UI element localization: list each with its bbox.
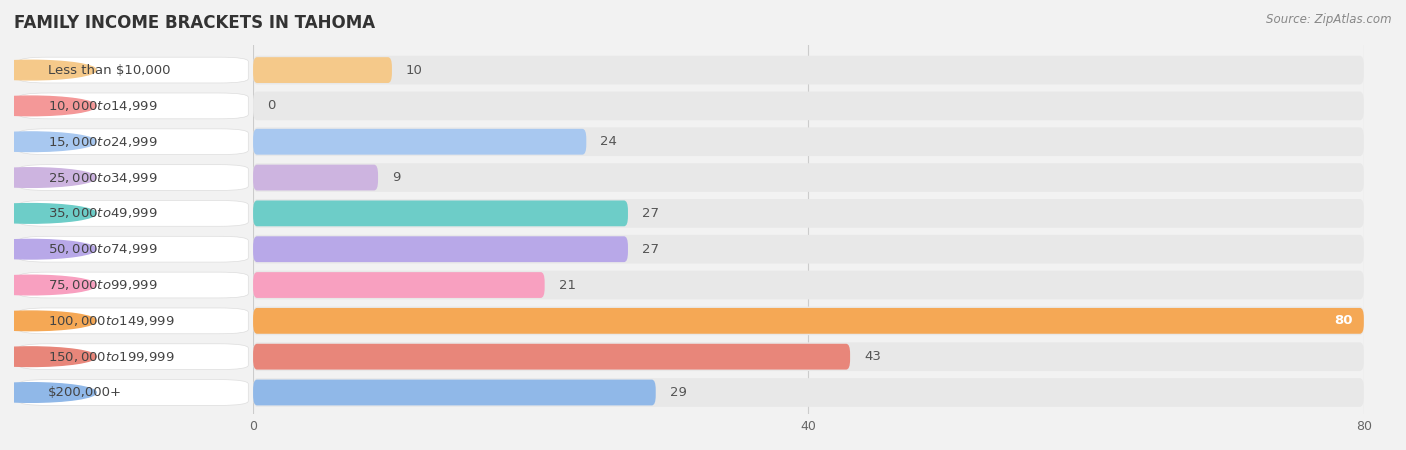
Text: $15,000 to $24,999: $15,000 to $24,999: [48, 135, 157, 149]
Text: 80: 80: [1334, 315, 1353, 327]
FancyBboxPatch shape: [253, 271, 1364, 299]
FancyBboxPatch shape: [18, 57, 249, 83]
FancyBboxPatch shape: [18, 380, 249, 405]
Circle shape: [0, 347, 96, 366]
Circle shape: [0, 239, 96, 259]
Text: $50,000 to $74,999: $50,000 to $74,999: [48, 242, 157, 256]
Text: $10,000 to $14,999: $10,000 to $14,999: [48, 99, 157, 113]
FancyBboxPatch shape: [253, 308, 1364, 334]
Text: Less than $10,000: Less than $10,000: [48, 63, 170, 76]
FancyBboxPatch shape: [18, 272, 249, 298]
Text: 43: 43: [863, 350, 882, 363]
FancyBboxPatch shape: [253, 165, 378, 190]
Text: $100,000 to $149,999: $100,000 to $149,999: [48, 314, 174, 328]
FancyBboxPatch shape: [18, 129, 249, 155]
Circle shape: [0, 311, 96, 331]
FancyBboxPatch shape: [253, 378, 1364, 407]
FancyBboxPatch shape: [253, 199, 1364, 228]
Text: 29: 29: [669, 386, 686, 399]
Text: 0: 0: [267, 99, 276, 112]
FancyBboxPatch shape: [18, 201, 249, 226]
FancyBboxPatch shape: [253, 344, 851, 369]
Text: 21: 21: [558, 279, 575, 292]
Circle shape: [0, 60, 96, 80]
FancyBboxPatch shape: [253, 57, 392, 83]
FancyBboxPatch shape: [253, 380, 655, 405]
Text: $150,000 to $199,999: $150,000 to $199,999: [48, 350, 174, 364]
Circle shape: [0, 132, 96, 152]
FancyBboxPatch shape: [253, 236, 628, 262]
Circle shape: [0, 96, 96, 116]
FancyBboxPatch shape: [18, 344, 249, 369]
Circle shape: [0, 382, 96, 402]
Circle shape: [0, 203, 96, 223]
FancyBboxPatch shape: [253, 163, 1364, 192]
FancyBboxPatch shape: [253, 91, 1364, 120]
Text: $25,000 to $34,999: $25,000 to $34,999: [48, 171, 157, 184]
Text: $35,000 to $49,999: $35,000 to $49,999: [48, 207, 157, 220]
FancyBboxPatch shape: [253, 342, 1364, 371]
Text: $75,000 to $99,999: $75,000 to $99,999: [48, 278, 157, 292]
FancyBboxPatch shape: [253, 306, 1364, 335]
FancyBboxPatch shape: [253, 272, 544, 298]
Text: FAMILY INCOME BRACKETS IN TAHOMA: FAMILY INCOME BRACKETS IN TAHOMA: [14, 14, 375, 32]
FancyBboxPatch shape: [18, 236, 249, 262]
FancyBboxPatch shape: [253, 127, 1364, 156]
FancyBboxPatch shape: [253, 201, 628, 226]
Text: 9: 9: [392, 171, 401, 184]
Text: 10: 10: [406, 63, 423, 76]
Text: 27: 27: [641, 243, 659, 256]
FancyBboxPatch shape: [18, 308, 249, 334]
FancyBboxPatch shape: [18, 165, 249, 190]
Text: $200,000+: $200,000+: [48, 386, 121, 399]
Text: 27: 27: [641, 207, 659, 220]
FancyBboxPatch shape: [253, 235, 1364, 264]
Text: 24: 24: [600, 135, 617, 148]
Circle shape: [0, 168, 96, 187]
Text: Source: ZipAtlas.com: Source: ZipAtlas.com: [1267, 14, 1392, 27]
FancyBboxPatch shape: [18, 93, 249, 119]
FancyBboxPatch shape: [253, 56, 1364, 85]
FancyBboxPatch shape: [253, 129, 586, 155]
Circle shape: [0, 275, 96, 295]
